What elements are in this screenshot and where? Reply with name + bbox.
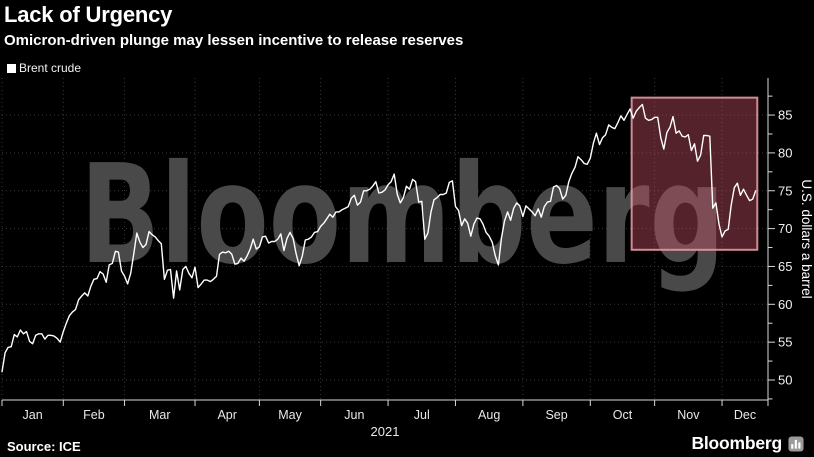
bloomberg-brand: Bloomberg [691, 433, 804, 454]
y-axis-title: U.S. dollars a barrel [799, 179, 814, 298]
svg-text:60: 60 [778, 297, 792, 312]
svg-text:80: 80 [778, 145, 792, 160]
svg-text:Feb: Feb [83, 408, 105, 422]
svg-text:Dec: Dec [734, 408, 756, 422]
source-label: Source: ICE [7, 439, 81, 454]
svg-text:Nov: Nov [677, 408, 700, 422]
svg-text:Oct: Oct [613, 408, 633, 422]
svg-text:Apr: Apr [217, 408, 236, 422]
svg-text:Sep: Sep [545, 408, 567, 422]
svg-text:2021: 2021 [371, 424, 400, 439]
svg-text:May: May [278, 408, 302, 422]
svg-text:Jul: Jul [414, 408, 430, 422]
svg-text:Jan: Jan [23, 408, 43, 422]
svg-text:70: 70 [778, 221, 792, 236]
svg-text:Aug: Aug [478, 408, 500, 422]
brent-crude-series-line [1, 103, 757, 373]
svg-text:Mar: Mar [149, 408, 171, 422]
svg-text:85: 85 [778, 108, 792, 123]
highlight-region [630, 96, 759, 251]
page-subtitle: Omicron-driven plunge may lessen incenti… [4, 32, 464, 49]
legend: Brent crude [7, 62, 81, 74]
bar-chart-icon [788, 435, 804, 452]
bloomberg-wordmark: Bloomberg [691, 433, 782, 453]
legend-swatch-icon [7, 63, 16, 73]
legend-label: Brent crude [19, 61, 82, 75]
svg-text:50: 50 [778, 373, 792, 388]
svg-text:65: 65 [778, 259, 792, 274]
page-title: Lack of Urgency [4, 2, 173, 27]
svg-text:75: 75 [778, 183, 792, 198]
svg-text:Jun: Jun [344, 408, 364, 422]
svg-text:55: 55 [778, 335, 792, 350]
